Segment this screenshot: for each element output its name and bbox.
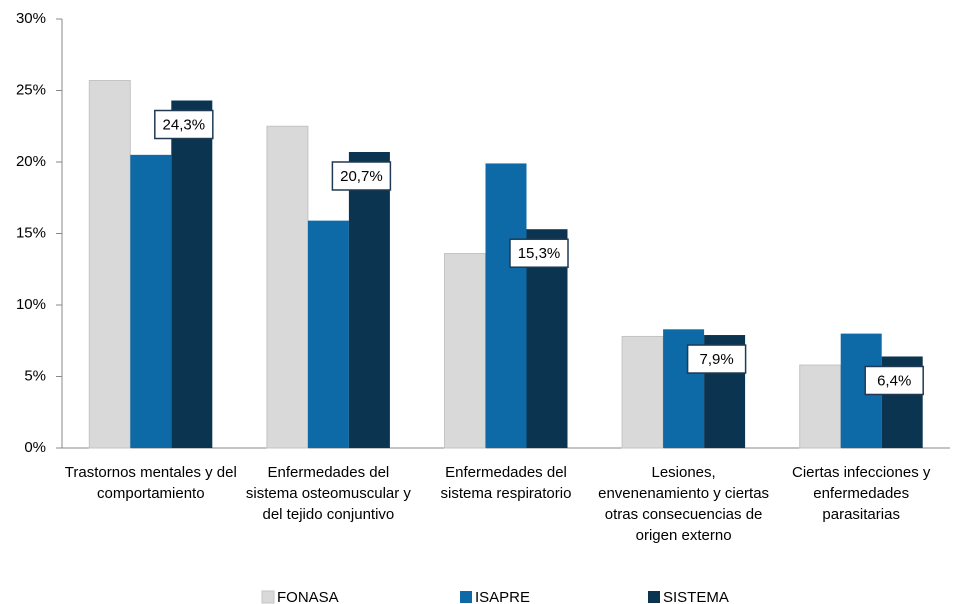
legend-label: ISAPRE: [475, 589, 530, 604]
y-tick-label: 5%: [24, 367, 46, 384]
legend-swatch: [648, 591, 660, 603]
bar: [266, 125, 309, 449]
y-tick-label: 20%: [16, 153, 46, 170]
value-label: 6,4%: [877, 372, 911, 389]
value-label-box: [154, 109, 214, 140]
x-tick-label: Enfermedades del sistema respiratorio: [440, 464, 572, 502]
bar: [485, 163, 527, 448]
x-tick-label: Ciertas infecciones y enfermedades paras…: [791, 464, 931, 523]
legend-swatch: [261, 590, 275, 604]
bar: [444, 253, 486, 449]
legend-label: SISTEMA: [663, 589, 729, 604]
value-label-box: [686, 344, 747, 374]
legend-swatch: [460, 591, 472, 603]
value-label-box: [864, 365, 924, 396]
bar: [171, 100, 213, 448]
bar: [621, 335, 664, 449]
value-label-box: [331, 161, 392, 191]
value-label: 7,9%: [699, 351, 733, 368]
value-label-box: [509, 238, 569, 268]
bar: [307, 220, 349, 448]
legend-label: FONASA: [277, 589, 339, 604]
value-label: 15,3%: [518, 245, 561, 262]
y-tick-label: 15%: [16, 224, 46, 241]
y-tick-label: 25%: [16, 81, 46, 98]
value-label: 24,3%: [163, 116, 206, 133]
x-tick-label: Lesiones, envenenamiento y ciertas otras…: [598, 464, 770, 544]
bar: [799, 364, 842, 449]
value-label: 20,7%: [340, 168, 383, 185]
y-tick-label: 10%: [16, 296, 46, 313]
y-tick-label: 30%: [16, 10, 46, 27]
bar: [88, 79, 131, 449]
bar: [348, 151, 390, 449]
bar: [130, 154, 172, 448]
y-tick-label: 0%: [24, 439, 46, 456]
x-tick-label: Trastornos mentales y del comportamiento: [64, 464, 237, 502]
x-tick-label: Enfermedades del sistema osteomuscular y…: [245, 464, 411, 523]
